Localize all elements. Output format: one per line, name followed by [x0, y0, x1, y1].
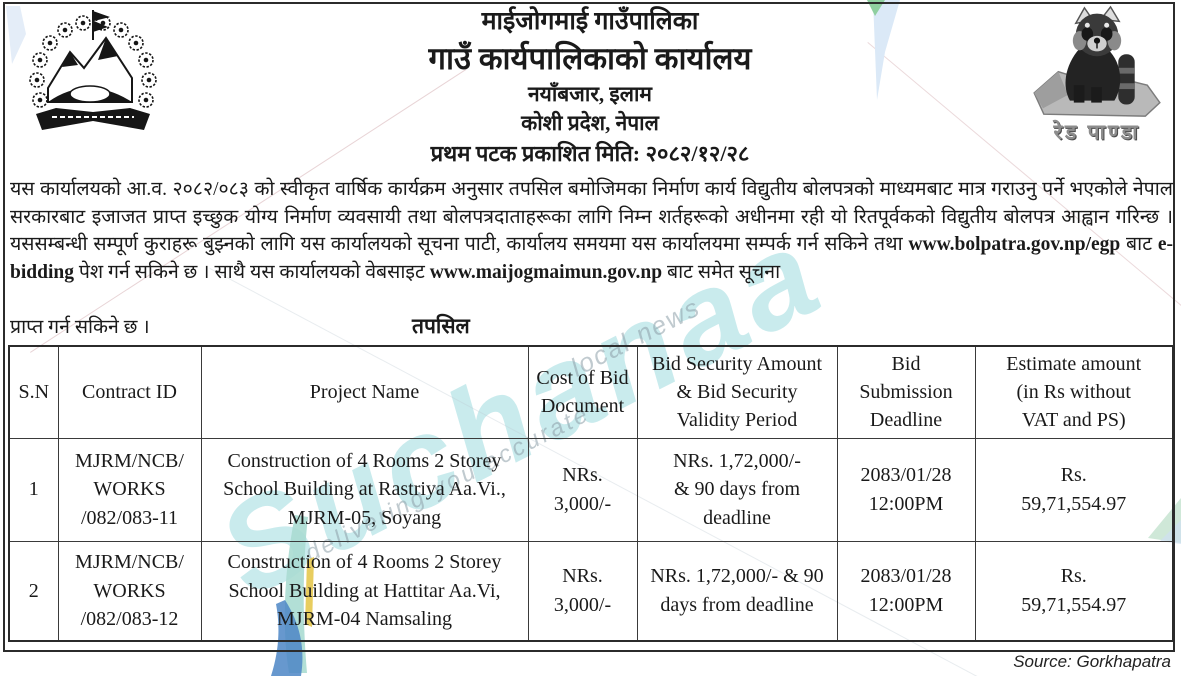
- col-header-cost: Cost of Bid Document: [527, 345, 638, 439]
- cell-deadline: 2083/01/28 12:00PM: [836, 540, 976, 642]
- municipality-website-url-text: www.maijogmaimun.gov.np: [429, 261, 663, 283]
- col-header-project-name: Project Name: [200, 345, 529, 439]
- cell-bid-security: NRs. 1,72,000/- & 90 days from deadline: [636, 540, 838, 642]
- nepal-government-emblem-icon: [29, 10, 157, 130]
- table-header-row: S.N Contract ID Project Name Cost of Bid…: [8, 345, 1174, 439]
- notice-body-paragraph: यस कार्यालयको आ.व. २०८२/०८३ को स्वीकृत व…: [10, 176, 1173, 286]
- bolpatra-url-text: www.bolpatra.gov.np/egp: [908, 234, 1121, 255]
- office-address: नयाँबजार, इलाम: [528, 82, 652, 106]
- notice-text-1: यस कार्यालयको आ.व. २०८२/०८३ को स्वीकृत व…: [10, 179, 1173, 255]
- cell-deadline: 2083/01/28 12:00PM: [836, 437, 976, 542]
- red-panda-caption: रेड पाण्डा: [1053, 120, 1141, 144]
- cell-estimate: Rs. 59,71,554.97: [974, 437, 1174, 542]
- table-row: 1 MJRM/NCB/ WORKS /082/083-11 Constructi…: [8, 437, 1174, 542]
- col-header-deadline: Bid Submission Deadline: [836, 345, 976, 439]
- notice-text-4: बाट समेत सूचना: [662, 261, 781, 283]
- cell-contract-id: MJRM/NCB/ WORKS /082/083-12: [57, 540, 202, 642]
- notice-text-5: प्राप्त गर्न सकिने छ ।: [10, 317, 150, 338]
- cell-bid-security: NRs. 1,72,000/- & 90 days from deadline: [636, 437, 838, 542]
- notice-text-2: बाट: [1120, 234, 1158, 255]
- col-header-estimate: Estimate amount (in Rs without VAT and P…: [974, 345, 1174, 439]
- red-panda-photo: [1033, 5, 1161, 117]
- cell-project-name: Construction of 4 Rooms 2 Storey School …: [200, 540, 529, 642]
- letterhead: माईजोगमाई गाउँपालिका गाउँ कार्यपालिकाको …: [230, 5, 950, 169]
- cell-contract-id: MJRM/NCB/ WORKS /082/083-11: [57, 437, 202, 542]
- cell-cost: NRs. 3,000/-: [527, 437, 638, 542]
- cell-sn: 2: [8, 540, 59, 642]
- published-date-line: प्रथम पटक प्रकाशित मिति: २०८२/१२/२८: [430, 141, 750, 166]
- cell-project-name: Construction of 4 Rooms 2 Storey School …: [200, 437, 529, 542]
- notice-last-line: प्राप्त गर्न सकिने छ । तपसिल: [10, 312, 1173, 340]
- document-border: [3, 2, 1175, 652]
- source-attribution: Source: Gorkhapatra: [1013, 652, 1171, 671]
- cell-estimate: Rs. 59,71,554.97: [974, 540, 1174, 642]
- cell-cost: NRs. 3,000/-: [527, 540, 638, 642]
- municipality-name: माईजोगमाई गाउँपालिका: [481, 8, 699, 35]
- col-header-bid-security: Bid Security Amount & Bid Security Valid…: [636, 345, 838, 439]
- province-line: कोशी प्रदेश, नेपाल: [521, 111, 659, 135]
- tapsil-heading: तपसिल: [412, 314, 470, 338]
- col-header-sn: S.N: [8, 345, 59, 439]
- office-name: गाउँ कार्यपालिकाको कार्यालय: [428, 41, 752, 76]
- tender-table: S.N Contract ID Project Name Cost of Bid…: [8, 345, 1174, 642]
- table-row: 2 MJRM/NCB/ WORKS /082/083-12 Constructi…: [8, 540, 1174, 642]
- notice-text-3: पेश गर्न सकिने छ । साथै यस कार्यालयको वे…: [73, 261, 430, 283]
- col-header-contract-id: Contract ID: [57, 345, 202, 439]
- ebidding-text: e-bidding: [10, 234, 1173, 283]
- cell-sn: 1: [8, 437, 59, 542]
